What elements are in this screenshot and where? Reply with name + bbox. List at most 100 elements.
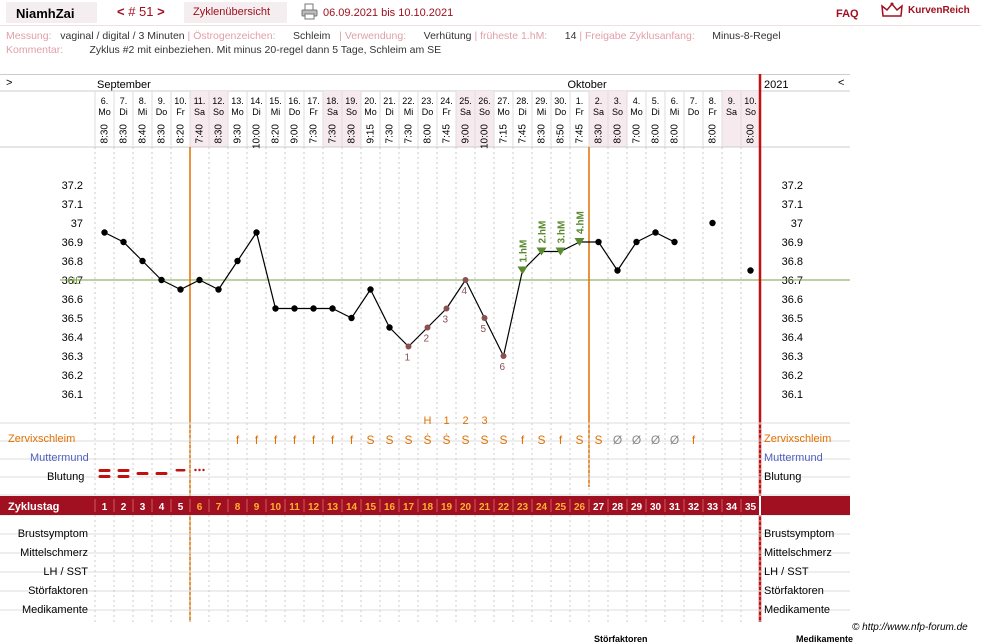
measure-time: 8:00 [651,124,662,144]
weekday-label: Sa [460,107,471,117]
temp-line-segment [598,241,618,271]
cervix-value: S [461,433,469,447]
cycle-day-number: 2 [121,502,127,513]
weekday-label: Di [651,107,660,117]
y-tick-label: 36.1 [62,389,83,401]
day-number: 20. [364,96,377,106]
weekday-label: Mo [231,107,244,117]
low-temp-number: 5 [481,324,487,335]
measure-time: 8:20 [271,124,282,144]
y-tick-label: 36.5 [62,313,83,325]
weekday-label: Sa [593,107,604,117]
temp-line-segment [636,231,656,243]
weekday-label: Di [252,107,261,117]
weekday-label: Di [518,107,527,117]
low-temp-number: 6 [500,362,506,373]
measure-time: 7:45 [575,124,586,144]
temp-line-segment [446,279,466,309]
day-number: 23. [421,96,434,106]
bleeding-mark [98,469,111,472]
peak-marker: H [424,415,432,427]
cervix-value: S [480,433,488,447]
weekend-shade [209,91,228,147]
row-label-muttermund-right: Muttermund [764,452,823,464]
cycle-day-number: 1 [102,502,108,513]
day-number: 19. [345,96,358,106]
cycle-day-number: 33 [707,502,719,513]
temp-point [101,229,108,236]
cervix-value: S [366,433,374,447]
temp-point [329,305,336,312]
row-label-lh: LH / SST [43,566,88,578]
row-label-zyklustag: Zyklustag [8,501,59,513]
weekend-shade [190,91,209,147]
row-label-medi: Medikamente [22,604,88,616]
measure-time: 8:00 [746,124,757,144]
weekday-label: Sa [194,107,205,117]
next-cycle-button[interactable]: > [157,4,165,19]
cervix-value: S [594,433,602,447]
cycle-day-number: 3 [140,502,146,513]
cycle-day-number: 31 [669,502,681,513]
cycle-day-band [0,496,850,515]
cycle-day-number: 32 [688,502,700,513]
cycle-day-number: 25 [555,502,567,513]
measure-time: 7:40 [195,124,206,144]
day-number: 14. [250,96,263,106]
nav-left-arrow[interactable]: > [6,77,12,89]
row-label-brust: Brustsymptom [18,528,88,540]
cycle-overview-button[interactable]: Zyklenübersicht [184,2,287,23]
cervix-value: Ø [632,433,641,447]
cervix-value: S [404,433,412,447]
bleeding-mark [155,472,168,475]
nav-right-arrow[interactable]: < [838,77,844,89]
temp-line-segment [180,279,200,291]
cycle-day-number: 14 [346,502,358,513]
cycle-day-number: 24 [536,502,548,513]
low-temp-number: 4 [462,286,468,297]
faq-link[interactable]: FAQ [836,8,859,20]
day-number: 9. [728,96,736,106]
bleeding-mark [175,469,186,472]
weekday-label: Mi [138,107,148,117]
weekday-label: Mo [630,107,643,117]
cycle-day-number: 28 [612,502,624,513]
row-label-lh-right: LH / SST [764,566,809,578]
cycle-day-number: 21 [479,502,491,513]
kommentar-label: Kommentar: [6,44,64,56]
cycle-day-number: 9 [254,502,260,513]
measure-time: 7:30 [404,124,415,144]
low-temp-point [500,353,507,359]
cervix-value: f [559,433,563,447]
cervix-value: f [350,433,354,447]
weekend-shade [722,91,741,147]
day-number: 1. [576,96,584,106]
weekday-label: Fr [575,107,584,117]
spotting-dot [194,468,197,472]
row-label-stoer: Störfaktoren [28,585,88,597]
weekend-shade [456,91,475,147]
prev-cycle-button[interactable]: < [117,4,125,19]
day-number: 16. [288,96,301,106]
weekday-label: Mi [537,107,547,117]
measure-time: 7:45 [518,124,529,144]
day-number: 7. [690,96,698,106]
day-number: 24. [440,96,453,106]
kommentar-value: Zyklus #2 mit einbeziehen. Mit minus 20-… [89,44,442,56]
temp-line-segment [389,327,409,347]
weekend-shade [608,91,627,147]
day-number: 29. [535,96,548,106]
printer-icon[interactable] [301,3,318,20]
hl-label: HL [68,276,81,287]
temp-point [253,229,260,236]
measure-time: 7:30 [309,124,320,144]
cervix-value: S [537,433,545,447]
temp-line-segment [161,279,181,291]
measure-time: 9:00 [290,124,301,144]
low-temp-point [405,343,412,350]
oestrogen-value: Schleim [293,30,331,42]
day-number: 7. [120,96,128,106]
weekday-label: Do [688,107,700,117]
temp-line-segment [351,289,371,319]
day-number: 2. [595,96,603,106]
